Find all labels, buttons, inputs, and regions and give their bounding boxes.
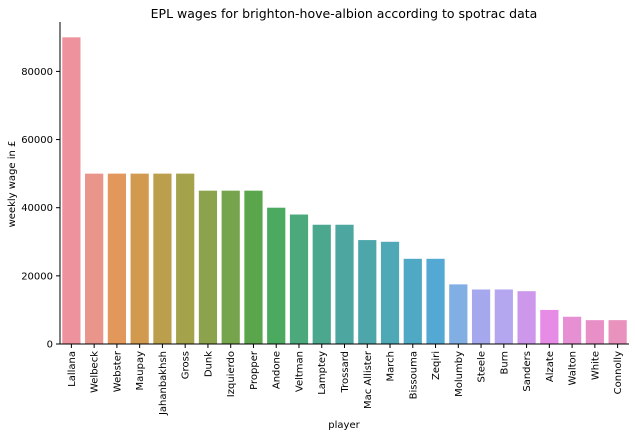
bar-steele [471, 289, 491, 344]
bar-white [585, 320, 604, 344]
x-tick-label: Molumby [454, 351, 465, 397]
x-axis-label: player [328, 420, 360, 431]
y-tick-label: 20000 [21, 271, 53, 282]
bar-propper [244, 190, 263, 344]
x-tick-label: Izquierdo [226, 351, 237, 397]
x-tick-label: Mac Allister [363, 350, 374, 409]
x-tick-label: Webster [112, 350, 123, 392]
bar-webster [107, 173, 127, 344]
x-tick-label: Andone [272, 351, 283, 389]
bar-zeqiri [426, 258, 445, 344]
bar-walton [563, 316, 582, 344]
x-tick-label: Walton [568, 351, 579, 386]
bar-maupay [130, 173, 149, 344]
x-tick-label: Alzate [545, 351, 556, 382]
x-tick-label: Maupay [135, 351, 146, 391]
x-tick-label: Propper [249, 350, 260, 390]
bar-trossard [335, 224, 354, 344]
x-tick-label: Lamptey [317, 351, 328, 395]
bar-andone [267, 207, 286, 344]
y-axis-label: weekly wage in £ [7, 141, 18, 228]
bar-sanders [517, 291, 536, 344]
x-tick-label: Steele [477, 351, 488, 383]
x-tick-label: Burn [499, 351, 510, 374]
x-tick-label: Jahanbakhsh [158, 351, 169, 416]
bar-dunk [198, 190, 218, 344]
x-tick-label: Bissouma [408, 351, 419, 399]
bar-march [380, 241, 400, 344]
y-tick-label: 80000 [21, 67, 53, 78]
x-tick-label: Dunk [203, 351, 214, 377]
chart-title: EPL wages for brighton-hove-albion accor… [151, 6, 538, 21]
bar-lamptey [312, 224, 331, 344]
x-tick-label: White [590, 351, 601, 380]
bar-veltman [289, 214, 309, 344]
y-tick-label: 60000 [21, 135, 53, 146]
x-tick-label: Zeqiri [431, 351, 442, 380]
bar-molumby [449, 284, 468, 344]
bar-burn [494, 289, 513, 344]
y-tick-label: 0 [47, 340, 53, 351]
x-tick-label: Veltman [294, 351, 305, 392]
bars-group [62, 37, 627, 344]
bar-gross [176, 173, 195, 344]
bar-welbeck [85, 173, 104, 344]
x-tick-label: Welbeck [90, 351, 101, 393]
bar-jahanbakhsh [153, 173, 172, 344]
x-tick-label: March [386, 351, 397, 381]
x-tick-label: Gross [181, 351, 192, 379]
x-tick-label: Trossard [340, 351, 351, 393]
bar-connolly [608, 320, 627, 344]
bar-alzate [540, 309, 559, 344]
y-axis: 0 20000 40000 60000 80000 [21, 22, 61, 351]
bar-izquierdo [221, 190, 240, 344]
bar-mac-allister [358, 240, 377, 344]
bar-bissouma [403, 258, 422, 344]
x-axis: Lallana Welbeck Webster Maupay Jahanbakhsh Gr… [60, 343, 629, 416]
x-tick-label: Lallana [67, 351, 78, 387]
x-tick-label: Sanders [522, 351, 533, 392]
x-tick-label: Connolly [613, 351, 624, 394]
bar-lallana [62, 37, 81, 344]
y-tick-label: 40000 [21, 203, 53, 214]
